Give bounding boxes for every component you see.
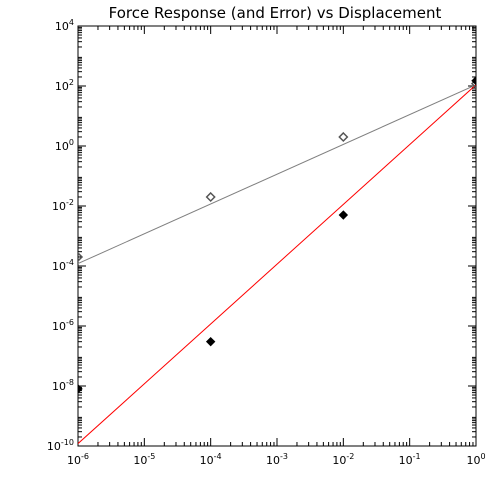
open-diamond-point (205, 191, 216, 203)
x-tick-label: 10-6 (67, 452, 89, 467)
filled-diamond-point (205, 336, 216, 347)
x-tick-label: 10-2 (332, 452, 354, 467)
y-tick-label: 10-6 (52, 318, 74, 333)
axis-ticks (77, 25, 477, 447)
y-tick-label: 10-10 (47, 438, 74, 453)
y-tick-label: 10-8 (52, 378, 74, 393)
plot-area (77, 25, 477, 447)
fit-lines (78, 84, 476, 444)
data-points (78, 76, 476, 394)
open-diamond-point (338, 131, 349, 143)
filled-diamond-point (78, 384, 83, 394)
fit-line-3 (78, 84, 476, 444)
chart-title: Force Response (and Error) vs Displaceme… (109, 4, 442, 22)
y-tick-label: 104 (55, 18, 74, 33)
x-tick-label: 10-1 (399, 452, 421, 467)
y-tick-label: 10-2 (52, 198, 74, 213)
y-tick-label: 10-4 (52, 258, 74, 273)
y-tick-label: 102 (55, 78, 74, 93)
x-tick-label: 10-4 (200, 452, 222, 467)
fit-line-2 (78, 84, 476, 265)
y-tick-label: 100 (55, 138, 74, 153)
x-tick-label: 10-3 (266, 452, 288, 467)
filled-diamond-point (338, 210, 349, 220)
open-diamond-point (78, 251, 84, 263)
filled-diamond-point (471, 76, 476, 86)
axis-tick-labels: 10-6 10-5 10-4 10-3 10-2 10-1 100 10-10 10-8 10-6… (47, 18, 486, 467)
x-tick-label: 10-5 (133, 452, 155, 467)
x-tick-label: 100 (466, 452, 485, 467)
